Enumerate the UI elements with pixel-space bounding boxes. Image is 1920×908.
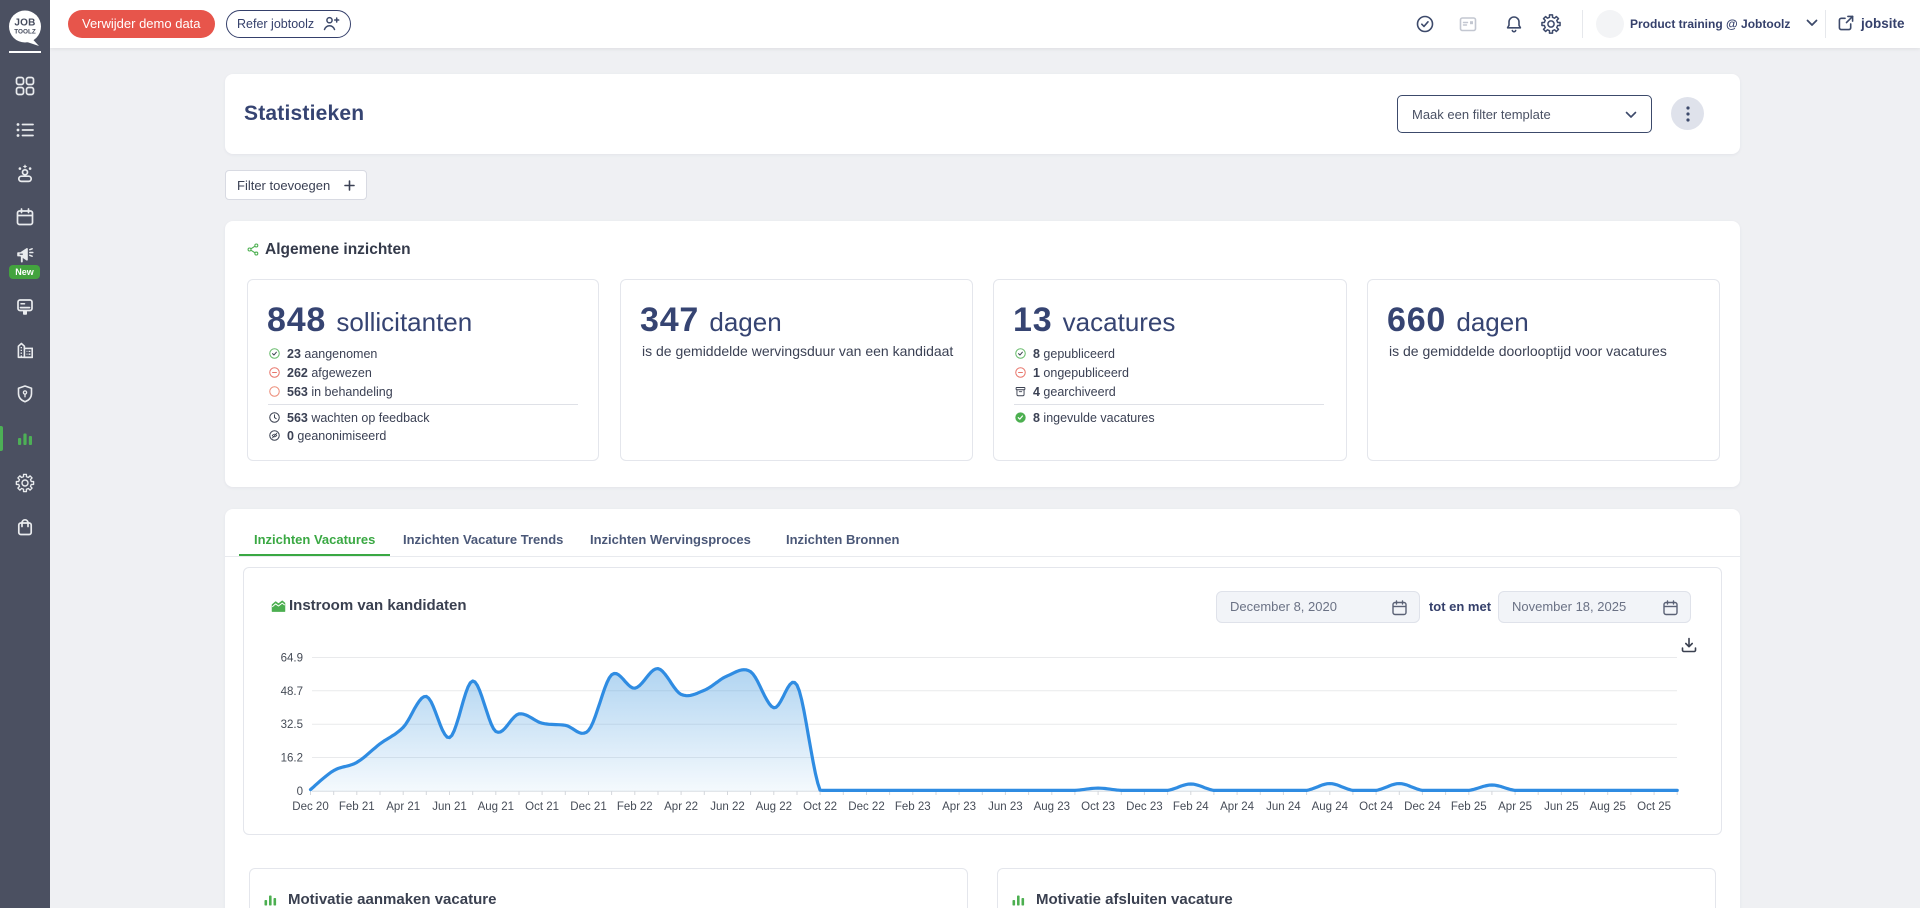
svg-text:TOOLZ: TOOLZ [14,29,36,36]
svg-text:JOB: JOB [14,18,35,29]
